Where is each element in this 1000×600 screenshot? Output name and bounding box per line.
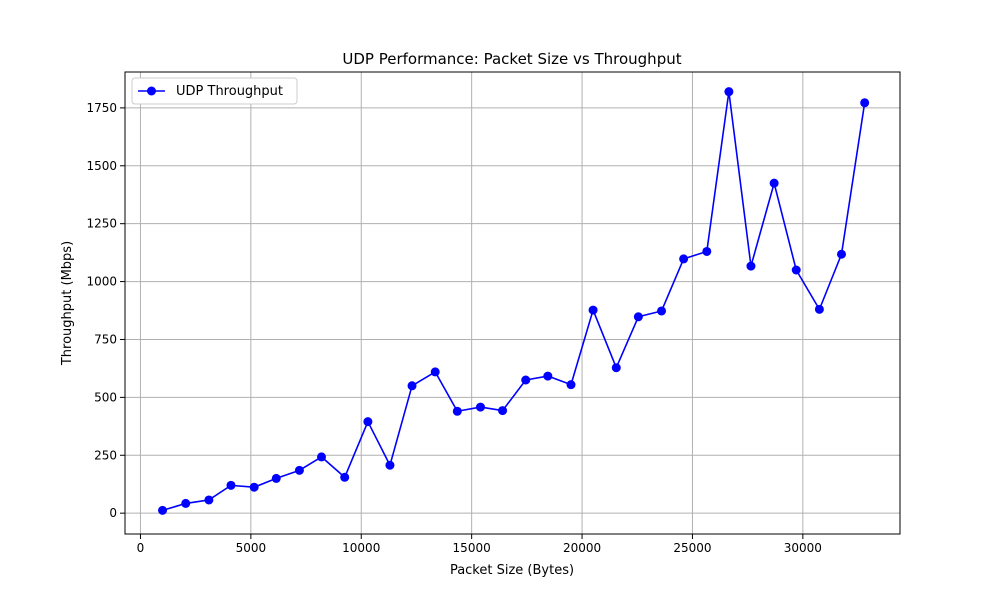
x-tick-label: 30000 [784,541,822,555]
data-point [249,482,259,492]
x-axis-label: Packet Size (Bytes) [450,563,574,578]
x-tick-label: 15000 [453,541,491,555]
data-point [385,460,395,470]
data-point [543,371,553,381]
data-point [566,380,576,390]
legend: UDP Throughput [131,77,298,105]
y-axis: 0 250 500 750 1000 1250 1500 1750 [86,101,125,520]
data-point [791,265,801,275]
y-tick-label: 1000 [86,275,117,289]
data-point [340,472,350,482]
legend-label: UDP Throughput [176,84,283,99]
x-tick-label: 0 [137,541,145,555]
data-point [679,254,689,264]
y-tick-label: 1500 [86,159,117,173]
plot-frame [124,71,901,535]
data-point [702,246,712,256]
data-point [836,249,846,259]
data-point [860,98,870,108]
data-point [769,178,779,188]
chart-title: UDP Performance: Packet Size vs Throughp… [342,50,681,68]
y-axis-label: Throughput (Mbps) [60,241,75,366]
data-point [294,465,304,475]
data-point [204,495,214,505]
data-point [407,381,417,391]
y-tick-label: 1750 [86,101,117,115]
data-point [226,480,236,490]
data-point [521,375,531,385]
data-point [475,402,485,412]
data-point [724,87,734,97]
y-tick-label: 750 [94,332,117,346]
legend-marker-swatch [147,86,156,96]
data-point [814,304,824,314]
data-point [363,417,373,427]
legend-box [131,77,298,105]
series-points [158,87,870,515]
x-tick-label: 20000 [563,541,601,555]
data-point [498,406,508,416]
data-point [158,505,168,515]
data-point [430,367,440,377]
x-tick-label: 5000 [236,541,267,555]
data-point [633,312,643,322]
data-point [271,473,281,483]
data-point [746,261,756,271]
y-tick-label: 250 [94,448,117,462]
data-point [611,363,621,373]
x-tick-label: 10000 [342,541,380,555]
data-point [657,306,667,316]
y-tick-label: 0 [109,506,117,520]
y-tick-label: 500 [94,390,117,404]
data-point [181,498,191,508]
x-axis: 0 5000 10000 15000 20000 25000 30000 [137,534,822,555]
data-point [452,406,462,416]
data-point [317,452,327,462]
x-tick-label: 25000 [673,541,711,555]
y-tick-label: 1250 [86,217,117,231]
data-point [588,305,598,315]
